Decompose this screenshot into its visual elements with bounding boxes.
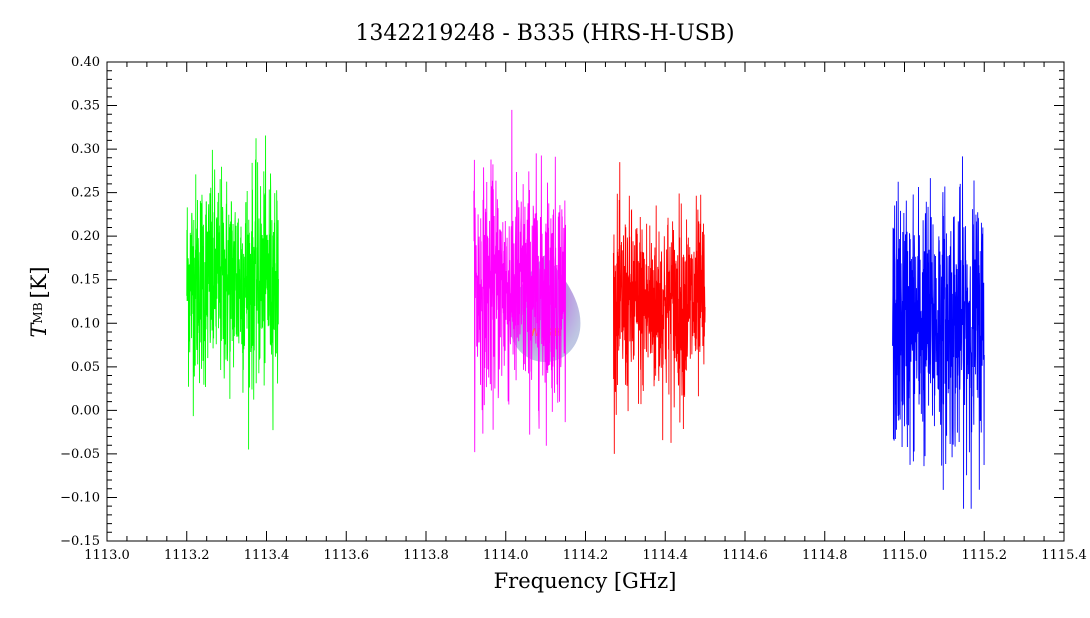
x-tick-label: 1113.2: [164, 548, 210, 563]
y-tick-label: 0.30: [71, 142, 100, 157]
x-tick-label: 1114.2: [563, 548, 609, 563]
x-tick-label: 1114.8: [802, 548, 848, 563]
y-tick-label: 0.05: [71, 360, 100, 375]
spectrum-series-1: [186, 135, 279, 450]
y-axis-label-unit: [K]: [27, 266, 51, 298]
y-tick-labels: −0.15 −0.10 −0.05 0.00 0.05 0.10 0.15 0.20 0.25 0…: [60, 55, 100, 549]
spectrum-series-2: [473, 109, 567, 453]
spectrum-series-4: [892, 156, 985, 509]
spectrum-series-3: [612, 162, 706, 454]
y-tick-label: −0.05: [60, 447, 100, 462]
x-tick-label: 1114.6: [722, 548, 768, 563]
y-tick-label: −0.10: [60, 490, 100, 505]
x-tick-label: 1113.0: [84, 548, 130, 563]
x-tick-label: 1113.4: [244, 548, 290, 563]
y-axis-label-sub: MB: [31, 302, 45, 323]
y-tick-label: 0.20: [71, 229, 100, 244]
y-tick-label: −0.15: [60, 534, 100, 549]
x-tick-label: 1115.4: [1041, 548, 1087, 563]
x-tick-label: 1113.8: [403, 548, 449, 563]
y-tick-label: 0.00: [71, 403, 100, 418]
axis-ticks: [106, 61, 1065, 542]
series-layer: [186, 109, 985, 509]
y-tick-label: 0.35: [71, 99, 100, 114]
x-tick-label: 1115.2: [962, 548, 1008, 563]
y-tick-label: 0.15: [71, 273, 100, 288]
y-tick-label: 0.25: [71, 186, 100, 201]
x-tick-labels: 1113.0 1113.2 1113.4 1113.6 1113.8 1114.0 1114…: [84, 548, 1087, 563]
x-tick-label: 1115.0: [882, 548, 928, 563]
y-tick-label: 0.40: [71, 55, 100, 70]
x-tick-label: 1114.0: [483, 548, 529, 563]
x-axis-label: Frequency [GHz]: [494, 569, 677, 593]
x-tick-label: 1113.6: [324, 548, 370, 563]
y-axis-label-main: T: [27, 322, 51, 338]
chart-title: 1342219248 - B335 (HRS-H-USB): [355, 21, 734, 46]
y-axis-label: TMB [K]: [27, 266, 51, 337]
x-tick-label: 1114.4: [643, 548, 689, 563]
ticks-layer: [106, 61, 1065, 542]
y-tick-label: 0.10: [71, 316, 100, 331]
